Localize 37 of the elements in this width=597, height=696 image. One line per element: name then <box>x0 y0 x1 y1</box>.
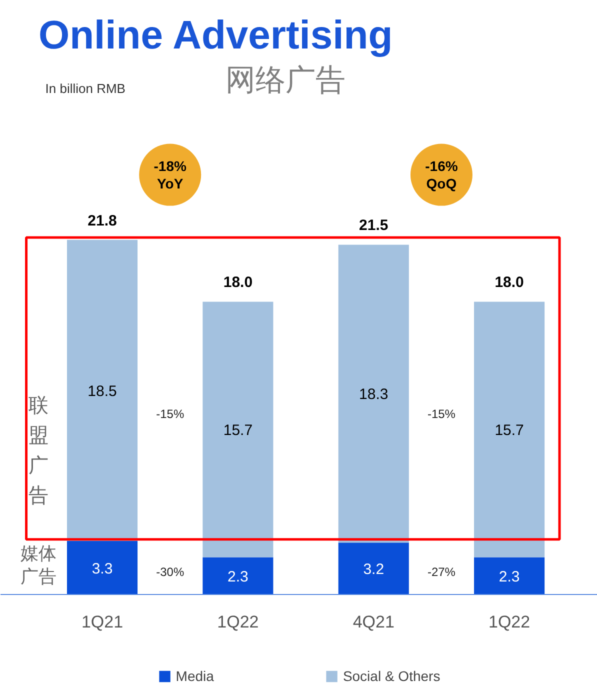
total-label: 21.5 <box>359 217 388 234</box>
data-label: 18.5 <box>88 382 117 400</box>
annotation: -27% <box>427 564 456 579</box>
bar <box>202 302 274 558</box>
total-label: 18.0 <box>223 274 253 292</box>
data-label: 2.3 <box>498 568 520 586</box>
chart-title: Online Advertising <box>38 14 393 58</box>
legend-label: Social & Others <box>342 668 440 684</box>
annotation: -15% <box>427 407 456 422</box>
text: -16% QoQ <box>425 158 458 192</box>
bar <box>338 244 409 543</box>
bar <box>66 240 138 541</box>
x-tick-label: 1Q21 <box>81 612 124 632</box>
data-label: 3.2 <box>363 561 384 578</box>
text: In billion RMB <box>45 81 126 96</box>
data-label: 18.3 <box>359 386 388 404</box>
x-tick-label: 1Q22 <box>217 612 259 632</box>
x-tick-label: 4Q21 <box>352 612 394 632</box>
data-label: 3.3 <box>92 560 113 578</box>
bar <box>474 557 545 595</box>
bar <box>338 542 409 595</box>
text: -18% YoY <box>154 158 187 192</box>
annotation: 联盟广告 <box>28 392 48 507</box>
chart-subtitle: 网络广告 <box>225 62 346 98</box>
bar <box>474 302 545 558</box>
annotation: -30% <box>156 564 184 579</box>
x-tick-label: 1Q22 <box>488 612 530 632</box>
legend-label: Media <box>176 668 214 684</box>
data-label: 15.7 <box>494 422 524 440</box>
bar <box>202 557 274 595</box>
total-label: 18.0 <box>494 274 524 292</box>
annotation: -15% <box>156 407 184 422</box>
bar <box>66 540 138 595</box>
total-label: 21.8 <box>88 212 117 230</box>
data-label: 15.7 <box>223 422 253 440</box>
data-label: 2.3 <box>228 568 248 586</box>
annotation: 媒体广告 <box>20 543 56 588</box>
